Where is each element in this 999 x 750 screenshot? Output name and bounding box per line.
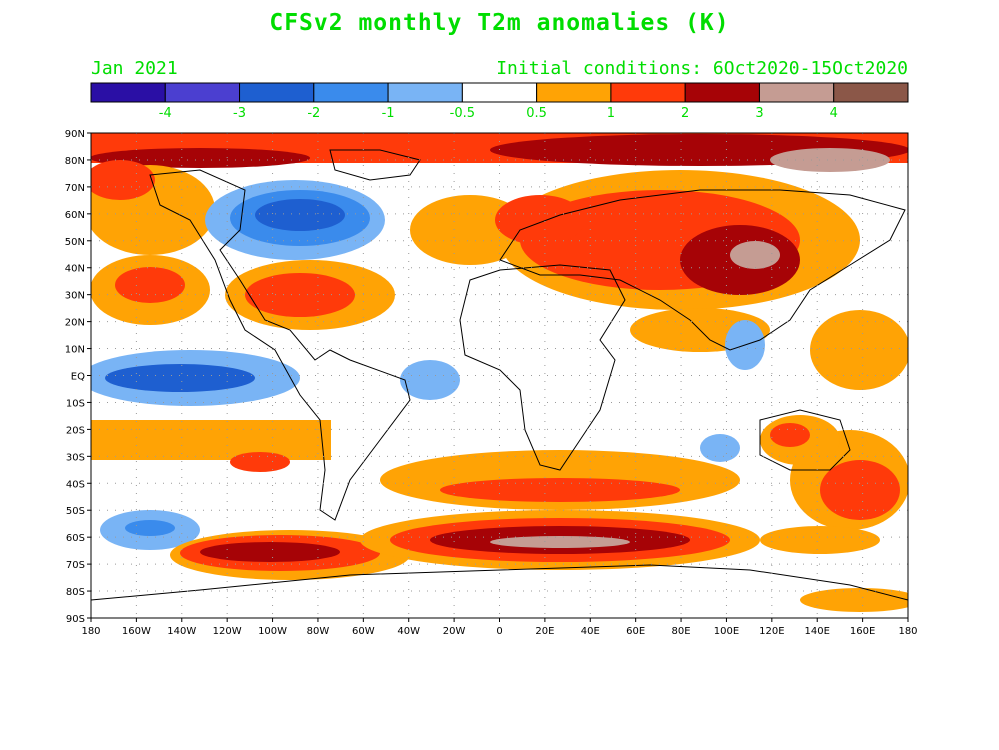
latitude-label: 50N xyxy=(65,237,85,248)
latitude-label: 10S xyxy=(66,398,85,409)
map-title: CFSv2 monthly T2m anomalies (K) xyxy=(269,10,730,36)
latitude-label: EQ xyxy=(71,372,85,383)
longitude-label: 100E xyxy=(714,626,739,637)
latitude-label: 40N xyxy=(65,264,85,275)
colorbar-tick-label: 4 xyxy=(830,106,838,121)
latitude-label: 10N xyxy=(65,345,85,356)
colorbar-tick-label: -1 xyxy=(382,106,395,121)
longitude-label: 20W xyxy=(443,626,466,637)
latitude-label: 90N xyxy=(65,129,85,140)
longitude-label: 180 xyxy=(81,626,100,637)
colorbar-tick-label: -4 xyxy=(159,106,172,121)
longitude-label: 120E xyxy=(759,626,784,637)
longitude-label: 160E xyxy=(850,626,875,637)
colorbar-tick-label: 0.5 xyxy=(526,106,547,121)
longitude-label: 100W xyxy=(258,626,287,637)
colorbar-tick-label: 1 xyxy=(607,106,615,121)
longitude-label: 60W xyxy=(352,626,375,637)
colorbar-tick-label: 2 xyxy=(681,106,689,121)
latitude-label: 70S xyxy=(66,560,85,571)
latitude-label: 80N xyxy=(65,156,85,167)
colorbar-tick-label: -0.5 xyxy=(450,106,475,121)
latitude-label: 60S xyxy=(66,533,85,544)
longitude-label: 180 xyxy=(898,626,917,637)
latitude-label: 80S xyxy=(66,587,85,598)
latitude-label: 60N xyxy=(65,210,85,221)
coastlines xyxy=(90,149,909,601)
latitude-label: 50S xyxy=(66,506,85,517)
longitude-label: 40W xyxy=(397,626,420,637)
longitude-label: 40E xyxy=(581,626,600,637)
graticule xyxy=(87,132,909,622)
longitude-label: 120W xyxy=(213,626,242,637)
latitude-labels: 90N 80N 70N 60N 50N 40N 30N 20N 10N EQ 10S 20S 30S 40… xyxy=(65,129,85,625)
longitude-labels: 180 160W 140W 120W 100W 80W 60W 40W 20W 0 20E 40E 60… xyxy=(81,626,917,637)
longitude-label: 80E xyxy=(672,626,691,637)
longitude-label: 20E xyxy=(535,626,554,637)
latitude-label: 30N xyxy=(65,291,85,302)
colorbar-tick-label: 3 xyxy=(755,106,763,121)
latitude-label: 70N xyxy=(65,183,85,194)
initial-conditions: Initial conditions: 6Oct2020-15Oct2020 xyxy=(496,58,908,79)
latitude-label: 30S xyxy=(66,452,85,463)
latitude-label: 20N xyxy=(65,318,85,329)
longitude-label: 160W xyxy=(122,626,151,637)
map-frame xyxy=(90,132,909,619)
longitude-label: 140E xyxy=(805,626,830,637)
latitude-label: 40S xyxy=(66,479,85,490)
forecast-month: Jan 2021 xyxy=(91,58,178,79)
colorbar: -4 -3 -2 -1 -0.5 0.5 1 2 3 4 xyxy=(90,82,909,121)
latitude-label: 90S xyxy=(66,614,85,625)
longitude-label: 60E xyxy=(626,626,645,637)
longitude-label: 0 xyxy=(496,626,502,637)
colorbar-tick-label: -3 xyxy=(233,106,246,121)
longitude-label: 140W xyxy=(167,626,196,637)
colorbar-swatch xyxy=(833,82,909,103)
longitude-label: 80W xyxy=(307,626,330,637)
latitude-label: 20S xyxy=(66,425,85,436)
colorbar-tick-label: -2 xyxy=(307,106,320,121)
